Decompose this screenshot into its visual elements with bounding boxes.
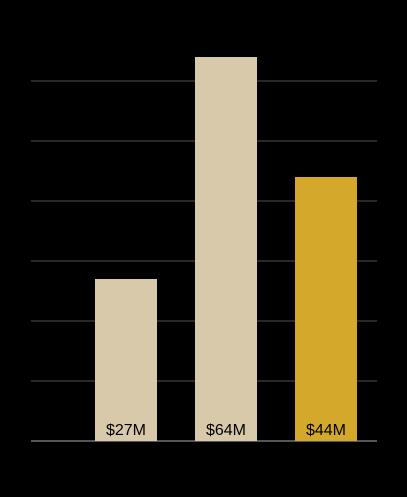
bar-1 [95,279,157,441]
bar-value-label: $27M [106,422,146,439]
bar-3 [295,177,357,441]
data-labels: $27M $64M $44M [106,422,346,439]
bars [95,57,357,441]
bar-value-label: $64M [206,422,246,439]
bar-value-label: $44M [306,422,346,439]
bar-2 [195,57,257,441]
